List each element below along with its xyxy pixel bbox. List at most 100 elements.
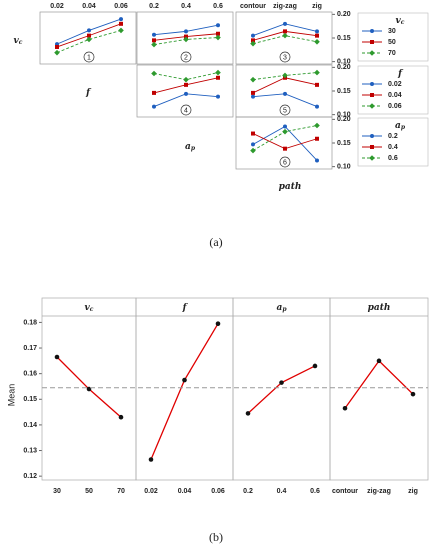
panel-number: 3 <box>283 54 287 61</box>
marker <box>216 94 220 99</box>
legend-label: 0.6 <box>388 155 398 162</box>
marker <box>410 391 416 397</box>
panel-number: 5 <box>283 107 287 114</box>
factor-label: vc <box>85 303 94 313</box>
factor-name: a <box>185 142 191 152</box>
panel-frame <box>235 116 333 170</box>
panel-number: 1 <box>87 54 91 61</box>
marker <box>283 91 287 96</box>
factor-name: f <box>85 88 92 98</box>
factor-label: vc <box>14 36 23 46</box>
marker <box>182 377 187 383</box>
marker <box>283 146 287 151</box>
marker <box>152 90 156 95</box>
caption: (a) <box>209 235 222 249</box>
x-tick-label: 0.04 <box>178 488 192 495</box>
x-tick-label: 50 <box>85 488 93 495</box>
marker <box>184 82 188 87</box>
y-tick-label: 0.10 <box>337 58 351 65</box>
x-tick-label: 0.6 <box>310 488 320 495</box>
marker <box>251 38 255 43</box>
y-tick-label: 0.20 <box>337 64 351 71</box>
factor-subscript: c <box>90 306 94 313</box>
marker <box>250 147 256 154</box>
factor-subscript: p <box>401 124 406 131</box>
factor-name: v <box>85 303 91 313</box>
marker <box>251 131 255 136</box>
marker <box>118 27 124 34</box>
x-tick-label: 70 <box>117 488 125 495</box>
series-line <box>56 30 122 54</box>
marker <box>54 354 60 360</box>
marker <box>370 93 374 97</box>
marker <box>314 69 320 76</box>
factor-name: path <box>368 303 391 313</box>
marker <box>184 91 188 96</box>
marker <box>215 34 221 41</box>
marker <box>370 40 374 44</box>
marker <box>369 103 375 109</box>
x-tick-label: 0.2 <box>243 488 253 495</box>
factor-subscript: p <box>191 145 196 152</box>
marker <box>152 104 156 109</box>
marker <box>315 104 319 109</box>
panel-frame <box>232 297 331 481</box>
effect-line <box>150 323 219 460</box>
legend-label: 50 <box>388 39 396 46</box>
x-tick-label: contour <box>332 488 358 495</box>
factor-name: v <box>14 36 20 46</box>
factor-name: a <box>276 303 282 313</box>
panel-frame <box>235 11 333 65</box>
panel-badge <box>279 156 291 168</box>
x-tick-label: contour <box>240 3 266 10</box>
marker <box>152 38 156 43</box>
marker <box>183 36 189 43</box>
factor-subscript: p <box>282 306 287 313</box>
factor-name: v <box>396 16 402 26</box>
legend-label: 0.02 <box>388 81 402 88</box>
marker <box>250 76 256 83</box>
factor-subscript: c <box>19 39 23 46</box>
legend-label: 0.06 <box>388 103 402 110</box>
marker <box>215 69 221 76</box>
marker <box>215 321 221 326</box>
marker <box>369 155 375 161</box>
y-tick-label: 0.12 <box>23 473 37 480</box>
factor-label: f <box>397 69 404 79</box>
y-tick-label: 0.16 <box>23 371 37 378</box>
marker <box>251 94 255 99</box>
factor-label: ap <box>276 303 287 313</box>
legend-box <box>357 65 429 115</box>
y-tick-label: 0.13 <box>23 447 37 454</box>
series-line <box>252 133 318 150</box>
x-tick-label: 0.2 <box>149 3 159 10</box>
marker <box>87 33 91 38</box>
marker <box>315 33 319 38</box>
marker <box>279 380 284 385</box>
marker <box>342 405 348 411</box>
y-tick-label: 0.17 <box>23 345 37 352</box>
panel-badge <box>279 104 291 116</box>
factor-name: path <box>279 182 302 192</box>
legend-label: 0.04 <box>388 92 402 99</box>
panel-number: 6 <box>283 159 287 166</box>
x-tick-label: zig-zag <box>273 3 297 10</box>
x-tick-label: 0.4 <box>181 3 191 10</box>
marker <box>151 41 157 48</box>
marker <box>314 122 320 129</box>
panel-badge <box>180 51 192 63</box>
panel-badge <box>83 51 95 63</box>
marker <box>118 414 124 420</box>
caption: (b) <box>209 530 223 544</box>
x-tick-label: zig-zag <box>367 488 391 495</box>
marker <box>119 17 123 22</box>
marker <box>55 44 59 49</box>
x-tick-label: 30 <box>53 488 61 495</box>
x-tick-label: 0.02 <box>50 3 64 10</box>
marker <box>376 358 382 364</box>
x-tick-label: 0.04 <box>82 3 96 10</box>
marker <box>370 29 374 33</box>
marker <box>370 134 374 138</box>
panel-number: 2 <box>184 54 188 61</box>
